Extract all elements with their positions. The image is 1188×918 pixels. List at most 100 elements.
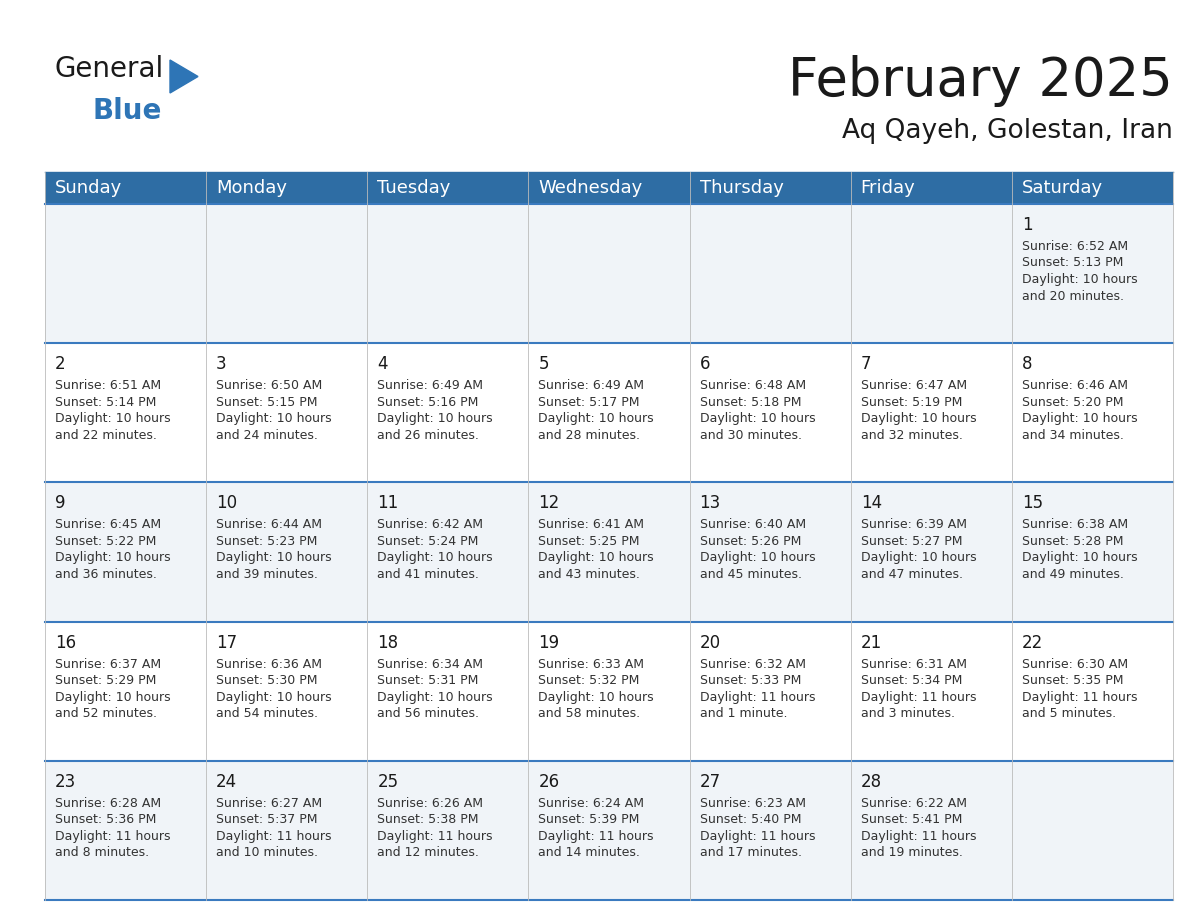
Text: General: General	[55, 55, 164, 83]
Bar	[529, 204, 689, 343]
Text: 10: 10	[216, 495, 238, 512]
Text: Sunrise: 6:27 AM
Sunset: 5:37 PM
Daylight: 11 hours
and 10 minutes.: Sunrise: 6:27 AM Sunset: 5:37 PM Dayligh…	[216, 797, 331, 859]
Bar	[367, 761, 529, 900]
Bar	[45, 761, 207, 900]
Text: 12: 12	[538, 495, 560, 512]
Bar	[1012, 621, 1173, 761]
Text: Sunrise: 6:28 AM
Sunset: 5:36 PM
Daylight: 11 hours
and 8 minutes.: Sunrise: 6:28 AM Sunset: 5:36 PM Dayligh…	[55, 797, 171, 859]
Text: Sunrise: 6:37 AM
Sunset: 5:29 PM
Daylight: 10 hours
and 52 minutes.: Sunrise: 6:37 AM Sunset: 5:29 PM Dayligh…	[55, 657, 171, 720]
Bar	[851, 482, 1012, 621]
Text: 20: 20	[700, 633, 721, 652]
Text: Sunrise: 6:30 AM
Sunset: 5:35 PM
Daylight: 11 hours
and 5 minutes.: Sunrise: 6:30 AM Sunset: 5:35 PM Dayligh…	[1022, 657, 1137, 720]
Text: Saturday: Saturday	[1022, 179, 1102, 197]
Text: Blue: Blue	[93, 97, 163, 125]
Text: Sunrise: 6:39 AM
Sunset: 5:27 PM
Daylight: 10 hours
and 47 minutes.: Sunrise: 6:39 AM Sunset: 5:27 PM Dayligh…	[861, 519, 977, 581]
Bar	[851, 621, 1012, 761]
Bar	[45, 204, 207, 343]
Text: 9: 9	[55, 495, 65, 512]
Bar	[851, 204, 1012, 343]
Text: Sunrise: 6:45 AM
Sunset: 5:22 PM
Daylight: 10 hours
and 36 minutes.: Sunrise: 6:45 AM Sunset: 5:22 PM Dayligh…	[55, 519, 171, 581]
Text: Sunrise: 6:26 AM
Sunset: 5:38 PM
Daylight: 11 hours
and 12 minutes.: Sunrise: 6:26 AM Sunset: 5:38 PM Dayligh…	[378, 797, 493, 859]
Bar	[45, 172, 1173, 204]
Text: Sunday: Sunday	[55, 179, 122, 197]
Bar	[689, 761, 851, 900]
Bar	[689, 204, 851, 343]
Text: 14: 14	[861, 495, 881, 512]
Text: Sunrise: 6:47 AM
Sunset: 5:19 PM
Daylight: 10 hours
and 32 minutes.: Sunrise: 6:47 AM Sunset: 5:19 PM Dayligh…	[861, 379, 977, 442]
Text: Sunrise: 6:41 AM
Sunset: 5:25 PM
Daylight: 10 hours
and 43 minutes.: Sunrise: 6:41 AM Sunset: 5:25 PM Dayligh…	[538, 519, 655, 581]
Bar	[367, 343, 529, 482]
Text: Sunrise: 6:42 AM
Sunset: 5:24 PM
Daylight: 10 hours
and 41 minutes.: Sunrise: 6:42 AM Sunset: 5:24 PM Dayligh…	[378, 519, 493, 581]
Bar	[45, 621, 207, 761]
Bar	[45, 482, 207, 621]
Text: 26: 26	[538, 773, 560, 790]
Bar	[1012, 761, 1173, 900]
Text: 6: 6	[700, 355, 710, 374]
Bar	[689, 482, 851, 621]
Bar	[529, 482, 689, 621]
Text: Sunrise: 6:24 AM
Sunset: 5:39 PM
Daylight: 11 hours
and 14 minutes.: Sunrise: 6:24 AM Sunset: 5:39 PM Dayligh…	[538, 797, 653, 859]
Bar	[529, 343, 689, 482]
Text: 18: 18	[378, 633, 398, 652]
Text: Sunrise: 6:32 AM
Sunset: 5:33 PM
Daylight: 11 hours
and 1 minute.: Sunrise: 6:32 AM Sunset: 5:33 PM Dayligh…	[700, 657, 815, 720]
Bar	[529, 761, 689, 900]
Bar	[689, 343, 851, 482]
Bar	[207, 204, 367, 343]
Text: Aq Qayeh, Golestan, Iran: Aq Qayeh, Golestan, Iran	[842, 118, 1173, 144]
Text: 27: 27	[700, 773, 721, 790]
Bar	[207, 621, 367, 761]
Text: 13: 13	[700, 495, 721, 512]
Polygon shape	[170, 60, 198, 93]
Text: Sunrise: 6:40 AM
Sunset: 5:26 PM
Daylight: 10 hours
and 45 minutes.: Sunrise: 6:40 AM Sunset: 5:26 PM Dayligh…	[700, 519, 815, 581]
Bar	[367, 204, 529, 343]
Text: 21: 21	[861, 633, 881, 652]
Text: 25: 25	[378, 773, 398, 790]
Text: Tuesday: Tuesday	[378, 179, 450, 197]
Text: 17: 17	[216, 633, 238, 652]
Text: 2: 2	[55, 355, 65, 374]
Text: 11: 11	[378, 495, 398, 512]
Bar	[851, 343, 1012, 482]
Text: Sunrise: 6:49 AM
Sunset: 5:16 PM
Daylight: 10 hours
and 26 minutes.: Sunrise: 6:49 AM Sunset: 5:16 PM Dayligh…	[378, 379, 493, 442]
Text: Friday: Friday	[861, 179, 916, 197]
Text: 23: 23	[55, 773, 76, 790]
Text: 16: 16	[55, 633, 76, 652]
Bar	[1012, 343, 1173, 482]
Text: 1: 1	[1022, 216, 1032, 234]
Text: 24: 24	[216, 773, 238, 790]
Bar	[1012, 482, 1173, 621]
Text: 5: 5	[538, 355, 549, 374]
Text: Monday: Monday	[216, 179, 287, 197]
Text: Thursday: Thursday	[700, 179, 783, 197]
Text: 3: 3	[216, 355, 227, 374]
Text: 4: 4	[378, 355, 387, 374]
Bar	[689, 621, 851, 761]
Text: Sunrise: 6:38 AM
Sunset: 5:28 PM
Daylight: 10 hours
and 49 minutes.: Sunrise: 6:38 AM Sunset: 5:28 PM Dayligh…	[1022, 519, 1137, 581]
Text: Sunrise: 6:51 AM
Sunset: 5:14 PM
Daylight: 10 hours
and 22 minutes.: Sunrise: 6:51 AM Sunset: 5:14 PM Dayligh…	[55, 379, 171, 442]
Text: February 2025: February 2025	[789, 55, 1173, 107]
Text: 15: 15	[1022, 495, 1043, 512]
Text: Sunrise: 6:23 AM
Sunset: 5:40 PM
Daylight: 11 hours
and 17 minutes.: Sunrise: 6:23 AM Sunset: 5:40 PM Dayligh…	[700, 797, 815, 859]
Bar	[367, 621, 529, 761]
Bar	[207, 482, 367, 621]
Text: Sunrise: 6:44 AM
Sunset: 5:23 PM
Daylight: 10 hours
and 39 minutes.: Sunrise: 6:44 AM Sunset: 5:23 PM Dayligh…	[216, 519, 331, 581]
Bar	[207, 761, 367, 900]
Text: 22: 22	[1022, 633, 1043, 652]
Bar	[1012, 204, 1173, 343]
Text: Sunrise: 6:46 AM
Sunset: 5:20 PM
Daylight: 10 hours
and 34 minutes.: Sunrise: 6:46 AM Sunset: 5:20 PM Dayligh…	[1022, 379, 1137, 442]
Bar	[367, 482, 529, 621]
Text: Wednesday: Wednesday	[538, 179, 643, 197]
Bar	[45, 343, 207, 482]
Bar	[529, 621, 689, 761]
Text: Sunrise: 6:33 AM
Sunset: 5:32 PM
Daylight: 10 hours
and 58 minutes.: Sunrise: 6:33 AM Sunset: 5:32 PM Dayligh…	[538, 657, 655, 720]
Text: Sunrise: 6:22 AM
Sunset: 5:41 PM
Daylight: 11 hours
and 19 minutes.: Sunrise: 6:22 AM Sunset: 5:41 PM Dayligh…	[861, 797, 977, 859]
Text: Sunrise: 6:36 AM
Sunset: 5:30 PM
Daylight: 10 hours
and 54 minutes.: Sunrise: 6:36 AM Sunset: 5:30 PM Dayligh…	[216, 657, 331, 720]
Bar	[207, 343, 367, 482]
Text: 8: 8	[1022, 355, 1032, 374]
Text: 28: 28	[861, 773, 881, 790]
Text: 19: 19	[538, 633, 560, 652]
Text: 7: 7	[861, 355, 871, 374]
Text: Sunrise: 6:48 AM
Sunset: 5:18 PM
Daylight: 10 hours
and 30 minutes.: Sunrise: 6:48 AM Sunset: 5:18 PM Dayligh…	[700, 379, 815, 442]
Text: Sunrise: 6:52 AM
Sunset: 5:13 PM
Daylight: 10 hours
and 20 minutes.: Sunrise: 6:52 AM Sunset: 5:13 PM Dayligh…	[1022, 240, 1137, 303]
Text: Sunrise: 6:50 AM
Sunset: 5:15 PM
Daylight: 10 hours
and 24 minutes.: Sunrise: 6:50 AM Sunset: 5:15 PM Dayligh…	[216, 379, 331, 442]
